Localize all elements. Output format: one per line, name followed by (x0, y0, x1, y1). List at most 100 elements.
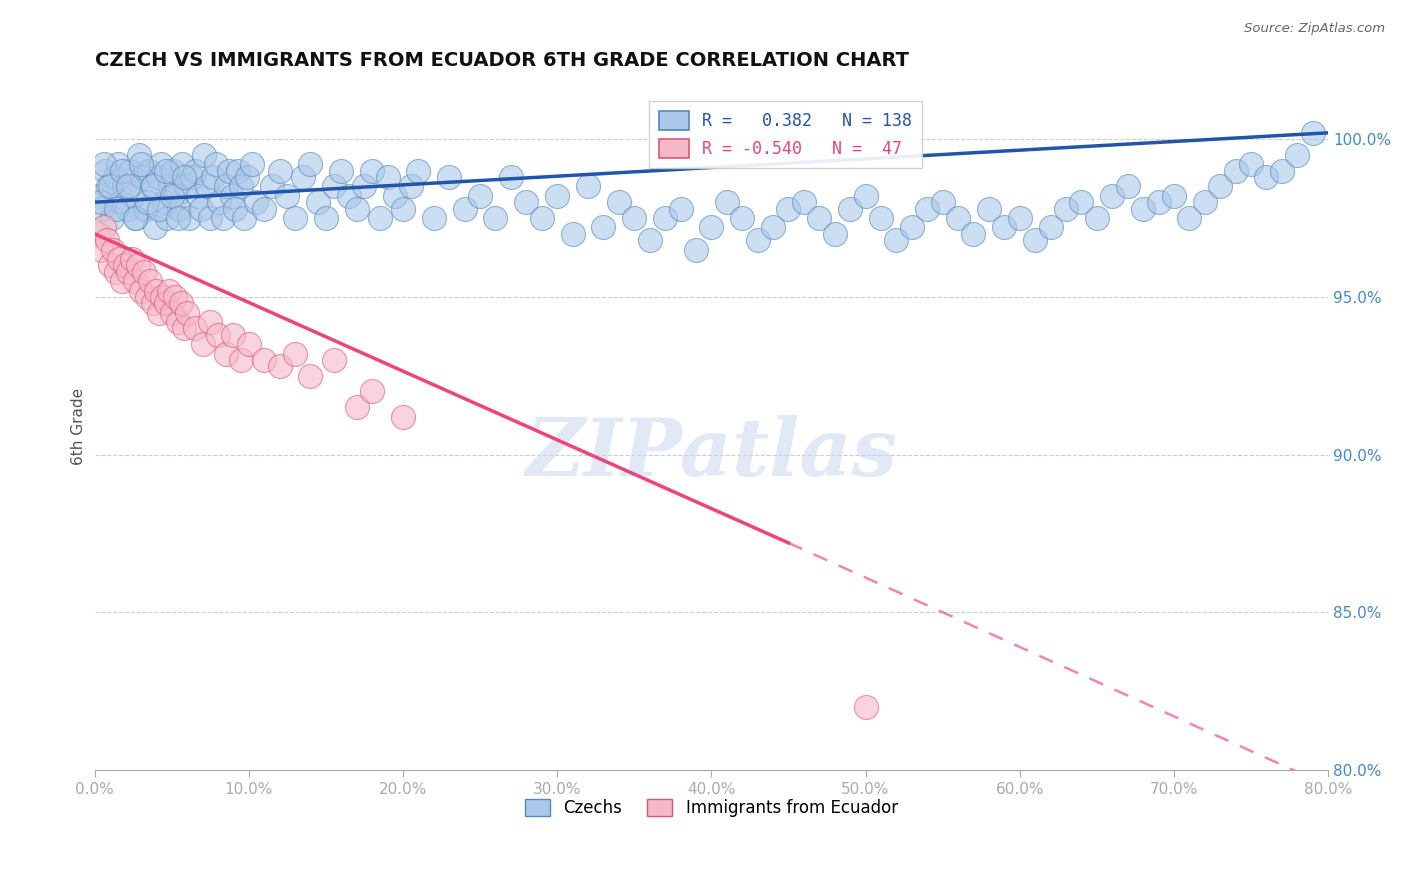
Point (236, 169, 259, 184)
Point (337, 189, 360, 203)
Point (176, 305, 198, 319)
Point (276, 189, 298, 203)
Point (104, 169, 127, 184)
Point (162, 163, 184, 178)
Point (839, 202, 862, 216)
Point (187, 189, 209, 203)
Point (361, 384, 384, 399)
Point (214, 346, 236, 360)
Point (361, 163, 384, 178)
Point (128, 148, 150, 162)
Point (592, 220, 614, 235)
Point (977, 202, 1000, 216)
Point (105, 264, 128, 278)
Point (731, 211, 754, 225)
Point (142, 179, 165, 194)
Point (1178, 211, 1201, 225)
Point (141, 179, 163, 194)
Point (163, 290, 186, 304)
Point (100, 211, 122, 225)
Point (191, 337, 214, 351)
Point (155, 296, 177, 310)
Point (127, 258, 149, 272)
Point (561, 227, 583, 241)
Point (576, 179, 599, 194)
Point (222, 327, 245, 342)
Point (159, 179, 181, 194)
Point (229, 353, 252, 368)
Point (946, 211, 969, 225)
Point (515, 195, 537, 210)
Point (299, 368, 322, 383)
Point (1240, 157, 1263, 171)
Point (669, 202, 692, 216)
Point (131, 169, 153, 184)
Point (530, 211, 553, 225)
Point (931, 195, 953, 210)
Point (808, 211, 831, 225)
Point (142, 296, 165, 310)
Point (221, 189, 243, 203)
Point (122, 189, 145, 203)
Point (260, 179, 283, 194)
Point (180, 169, 202, 184)
Point (1286, 148, 1309, 162)
Point (156, 211, 179, 225)
Point (190, 202, 212, 216)
Point (1271, 163, 1294, 178)
Point (392, 409, 415, 424)
Point (211, 211, 233, 225)
Point (145, 284, 167, 298)
Point (174, 179, 197, 194)
Point (307, 195, 329, 210)
Point (129, 157, 152, 171)
Point (118, 163, 141, 178)
Point (148, 202, 170, 216)
Point (184, 321, 207, 335)
Point (299, 157, 322, 171)
Point (423, 211, 446, 225)
Point (110, 195, 132, 210)
Point (97, 179, 120, 194)
Point (253, 353, 276, 368)
Y-axis label: 6th Grade: 6th Grade (72, 388, 86, 465)
Point (229, 179, 252, 194)
Point (886, 233, 908, 247)
Point (915, 202, 938, 216)
Point (166, 315, 188, 329)
Point (114, 258, 136, 272)
Point (129, 284, 152, 298)
Point (607, 195, 630, 210)
Point (392, 202, 415, 216)
Point (638, 233, 661, 247)
Point (136, 290, 159, 304)
Point (716, 195, 738, 210)
Point (121, 252, 143, 266)
Point (218, 163, 240, 178)
Point (1070, 195, 1092, 210)
Point (439, 169, 461, 184)
Point (96, 233, 118, 247)
Point (193, 148, 215, 162)
Point (1024, 233, 1046, 247)
Point (1132, 202, 1154, 216)
Point (1256, 169, 1278, 184)
Point (108, 252, 131, 266)
Point (184, 163, 207, 178)
Point (453, 202, 475, 216)
Point (86, 227, 108, 241)
Point (368, 211, 391, 225)
Point (152, 290, 174, 304)
Point (1039, 220, 1062, 235)
Point (165, 189, 187, 203)
Point (107, 157, 129, 171)
Point (346, 202, 368, 216)
Point (685, 243, 707, 257)
Point (253, 202, 276, 216)
Point (112, 179, 135, 194)
Point (91, 202, 114, 216)
Point (177, 211, 200, 225)
Legend: Czechs, Immigrants from Ecuador: Czechs, Immigrants from Ecuador (519, 792, 904, 823)
Point (315, 211, 337, 225)
Point (173, 169, 195, 184)
